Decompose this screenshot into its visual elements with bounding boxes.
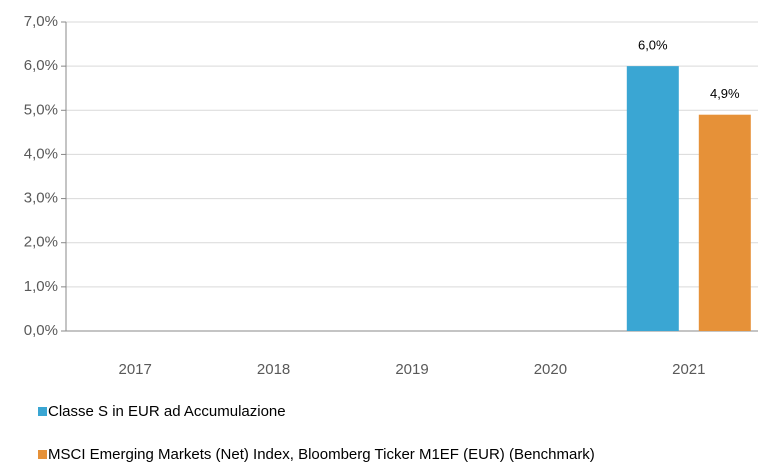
- y-tick-label: 3,0%: [24, 190, 58, 207]
- legend-swatch: [38, 407, 47, 416]
- y-tick-label: 0,0%: [24, 322, 58, 339]
- y-tick-label: 6,0%: [24, 57, 58, 74]
- y-tick-label: 4,0%: [24, 145, 58, 162]
- x-tick-label: 2019: [395, 361, 428, 378]
- x-tick-label: 2017: [119, 361, 152, 378]
- bar: [626, 66, 679, 332]
- x-tick-label: 2020: [534, 361, 567, 378]
- y-tick-label: 5,0%: [24, 101, 58, 118]
- data-label: 4,9%: [710, 86, 740, 101]
- x-tick-label: 2018: [257, 361, 290, 378]
- y-tick-label: 7,0%: [24, 13, 58, 30]
- y-tick-label: 1,0%: [24, 278, 58, 295]
- x-tick-label: 2021: [672, 361, 705, 378]
- legend-swatch: [38, 450, 47, 459]
- legend-label: Classe S in EUR ad Accumulazione: [48, 403, 286, 420]
- bar: [698, 114, 751, 331]
- data-label: 6,0%: [638, 38, 668, 53]
- legend-label: MSCI Emerging Markets (Net) Index, Bloom…: [48, 446, 595, 462]
- y-tick-label: 2,0%: [24, 234, 58, 251]
